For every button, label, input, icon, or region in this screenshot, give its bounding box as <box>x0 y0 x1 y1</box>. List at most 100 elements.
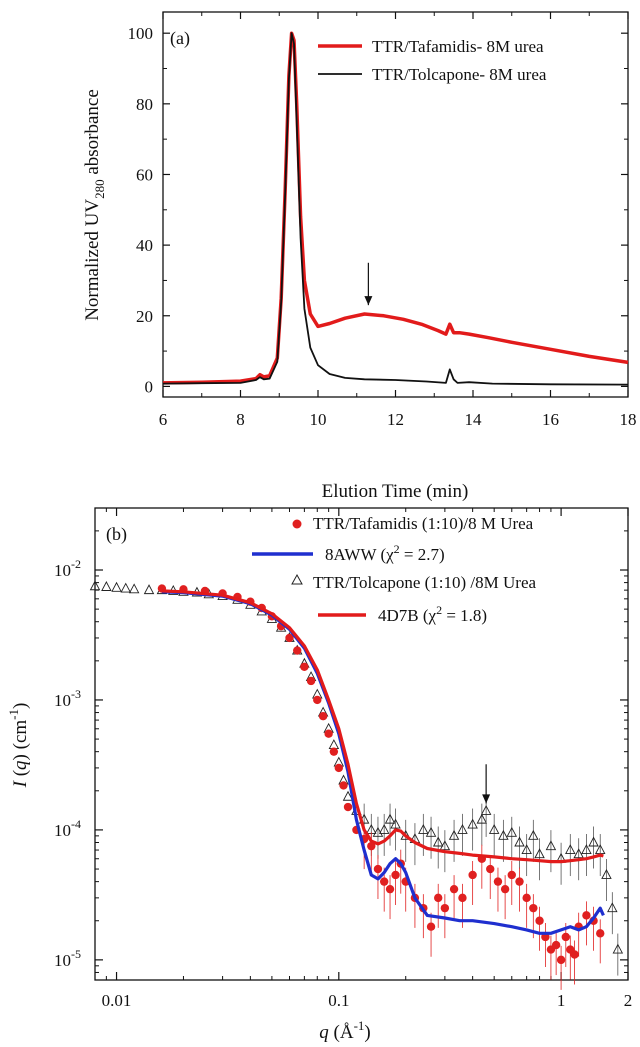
data-point-tafamidis <box>507 870 516 880</box>
x-tick-label: 12 <box>387 410 404 429</box>
annotation-arrow-head <box>364 296 373 306</box>
data-point-tolcapone <box>111 581 122 592</box>
data-point-tolcapone <box>607 902 618 913</box>
data-point-tafamidis <box>339 781 348 790</box>
data-point-tolcapone <box>418 823 429 834</box>
data-point-tolcapone <box>432 836 444 847</box>
data-point-tolcapone <box>128 583 140 594</box>
series-line-1 <box>162 32 629 386</box>
panel-a-series <box>162 31 629 386</box>
panel-b-xlabel: q (Å-1) <box>319 1018 370 1043</box>
data-point-tafamidis <box>434 893 443 903</box>
data-point-tafamidis <box>334 763 344 773</box>
legend-label-4d7b: 4D7B (χ2 = 1.8) <box>378 603 487 625</box>
data-point-tolcapone <box>498 829 509 840</box>
data-point-tolcapone <box>612 943 624 954</box>
data-point-tolcapone <box>457 823 468 834</box>
data-point-tolcapone <box>425 826 437 837</box>
data-point-tolcapone <box>120 582 131 593</box>
data-point-tolcapone <box>601 869 612 879</box>
panel-b-legend: TTR/Tafamidis (1:10)/8 M Urea 8AWW (χ2 =… <box>252 514 537 625</box>
data-point-tolcapone <box>528 829 539 840</box>
legend-label-tolcapone-data: TTR/Tolcapone (1:10) /8M Urea <box>313 573 537 592</box>
data-point-tafamidis <box>529 903 538 913</box>
data-point-tafamidis <box>293 646 302 655</box>
legend-label-tafamidis: TTR/Tafamidis- 8M urea <box>372 37 544 56</box>
data-point-tolcapone <box>506 826 518 837</box>
y-tick-label: 20 <box>136 307 153 326</box>
data-point-tafamidis <box>306 676 316 686</box>
data-point-tolcapone <box>514 836 525 847</box>
data-point-tolcapone <box>476 813 488 824</box>
x-tick-label: 16 <box>542 410 559 429</box>
data-point-tafamidis <box>449 884 459 894</box>
panel-b-label: (b) <box>106 524 127 545</box>
panel-b-plot-frame <box>94 507 629 981</box>
panel-b-chart: 0.01 0.1 1 2 10-5 10-4 10-3 10-2 (b) TTR/Tafami… <box>6 507 632 1043</box>
data-point-tafamidis <box>440 903 450 913</box>
data-point-tafamidis <box>285 633 294 643</box>
legend-label-tafamidis-data: TTR/Tafamidis (1:10)/8 M Urea <box>313 514 534 533</box>
data-point-tafamidis <box>551 940 561 950</box>
y-tick-label: 40 <box>136 236 153 255</box>
data-point-tafamidis <box>391 870 400 880</box>
legend-marker-tolcapone <box>291 573 303 585</box>
y-tick-label: 0 <box>145 377 154 396</box>
panel-a-legend: TTR/Tafamidis- 8M urea TTR/Tolcapone- 8M… <box>318 37 547 84</box>
x-tick-label: 10 <box>310 410 327 429</box>
data-point-tolcapone <box>439 840 451 851</box>
data-point-tolcapone <box>588 836 599 847</box>
data-point-tolcapone <box>581 844 592 854</box>
data-point-tolcapone <box>545 840 557 851</box>
data-point-tafamidis <box>493 877 503 886</box>
data-point-tafamidis <box>522 893 531 903</box>
data-point-tolcapone <box>378 823 390 834</box>
data-point-tafamidis <box>556 955 566 965</box>
data-point-tafamidis <box>500 884 510 894</box>
x-tick-label: 1 <box>557 991 566 1010</box>
data-point-tafamidis <box>458 893 467 903</box>
data-point-tolcapone <box>101 581 112 591</box>
data-point-tafamidis <box>426 922 436 931</box>
data-point-tolcapone <box>488 823 500 834</box>
y-tick-label: 10-4 <box>54 817 81 840</box>
y-tick-label: 10-3 <box>54 687 81 710</box>
data-point-tafamidis <box>324 729 333 738</box>
legend-marker-tafamidis <box>292 519 302 529</box>
data-point-tafamidis <box>313 695 322 705</box>
data-point-tafamidis <box>385 884 395 894</box>
data-point-tafamidis <box>468 870 477 880</box>
x-tick-label: 2 <box>624 991 633 1010</box>
data-point-tafamidis <box>300 662 309 671</box>
y-tick-label: 80 <box>136 95 153 114</box>
fit-line-3 <box>161 589 604 864</box>
data-point-tafamidis <box>379 877 389 886</box>
panel-a-label: (a) <box>170 28 190 49</box>
y-tick-label: 60 <box>136 165 153 184</box>
data-point-tafamidis <box>561 932 570 942</box>
data-point-tolcapone <box>390 818 401 829</box>
x-tick-label: 18 <box>620 410 637 429</box>
panel-b-series <box>89 580 624 990</box>
series-line-0 <box>162 31 629 385</box>
data-point-tolcapone <box>521 844 532 854</box>
legend-label-tolcapone: TTR/Tolcapone- 8M urea <box>372 65 547 84</box>
data-point-tafamidis <box>570 950 579 959</box>
data-point-tafamidis <box>515 877 524 886</box>
x-tick-label: 6 <box>159 410 168 429</box>
data-point-tolcapone <box>534 848 545 859</box>
data-point-tolcapone <box>342 790 354 801</box>
data-point-tolcapone <box>384 813 396 824</box>
data-point-tolcapone <box>565 844 576 854</box>
y-tick-label: 10-5 <box>54 947 81 970</box>
panel-a-axis-ticks: 6 8 10 12 14 16 18 0 20 40 60 80 100 <box>128 12 637 429</box>
data-point-tafamidis <box>343 802 353 812</box>
data-point-tafamidis <box>373 864 383 874</box>
x-tick-label: 14 <box>465 410 483 429</box>
data-point-tafamidis <box>596 929 605 938</box>
panel-b-axis-ticks: 0.01 0.1 1 2 10-5 10-4 10-3 10-2 <box>54 508 632 1010</box>
data-point-tafamidis <box>535 916 544 925</box>
panel-a-ylabel: Normalized UV280 absorbance <box>82 89 107 321</box>
x-tick-label: 8 <box>236 410 245 429</box>
